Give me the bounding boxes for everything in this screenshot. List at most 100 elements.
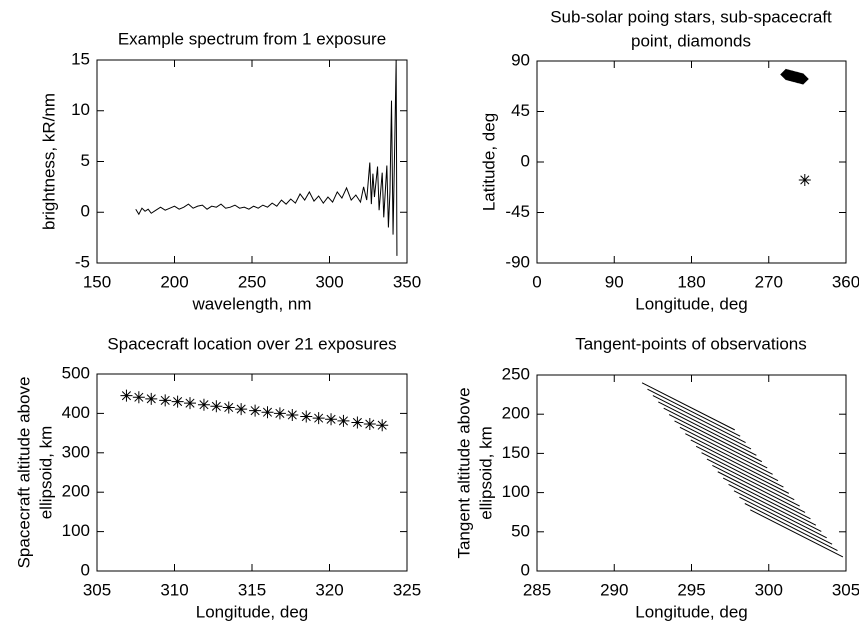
data-line xyxy=(668,414,763,463)
x-tick-label: 290 xyxy=(600,580,628,599)
y-tick-label: 500 xyxy=(62,363,90,382)
y-axis-label: Tangent altitude above xyxy=(454,387,473,558)
chart-title: Sub-solar poing stars, sub-spacecraft xyxy=(550,7,832,26)
marker xyxy=(300,410,313,423)
marker xyxy=(273,407,286,420)
x-axis-label: Longitude, deg xyxy=(635,294,748,313)
y-tick-label: 15 xyxy=(71,49,90,68)
marker xyxy=(798,173,811,186)
chart-title: Tangent-points of observations xyxy=(575,334,807,353)
data-line xyxy=(658,401,752,450)
y-tick-label: -5 xyxy=(75,252,90,271)
x-tick-label: 285 xyxy=(523,580,551,599)
y-axis-label: ellipsoid, km xyxy=(476,426,495,520)
data-line xyxy=(674,420,768,469)
y-tick-label: 10 xyxy=(71,100,90,119)
data-line xyxy=(695,445,790,494)
marker xyxy=(363,418,376,431)
y-tick-label: -90 xyxy=(505,252,530,271)
data-line xyxy=(722,477,817,526)
x-tick-label: 0 xyxy=(532,272,541,291)
data-line xyxy=(135,59,398,256)
x-tick-label: 310 xyxy=(160,580,188,599)
marker xyxy=(376,419,389,432)
data-line xyxy=(701,452,795,501)
x-tick-label: 360 xyxy=(832,272,859,291)
data-line xyxy=(663,407,757,456)
marker xyxy=(797,73,809,85)
y-axis-label: ellipsoid, km xyxy=(36,426,55,520)
data-line xyxy=(744,503,838,551)
data-line xyxy=(690,439,784,488)
marker xyxy=(120,389,133,402)
marker xyxy=(249,404,262,417)
x-tick-label: 315 xyxy=(238,580,266,599)
x-tick-label: 200 xyxy=(160,272,188,291)
chart-title: point, diamonds xyxy=(631,31,751,50)
chart-title: Spacecraft location over 21 exposures xyxy=(107,334,396,353)
data-line xyxy=(717,471,811,520)
panel: Example spectrum from 1 exposure waveleng… xyxy=(39,29,421,313)
data-line xyxy=(679,426,773,475)
data-line xyxy=(728,484,822,532)
data-line xyxy=(733,490,827,539)
marker xyxy=(132,391,145,404)
panel: Sub-solar poing stars, sub-spacecraft poi… xyxy=(479,7,859,313)
marker xyxy=(222,401,235,414)
marker xyxy=(261,406,274,419)
marker xyxy=(235,403,248,416)
x-tick-label: 270 xyxy=(755,272,783,291)
y-tick-label: -45 xyxy=(505,202,530,221)
y-tick-label: 90 xyxy=(511,50,530,69)
x-axis-label: Longitude, deg xyxy=(635,602,748,621)
y-tick-label: 5 xyxy=(81,151,90,170)
marker xyxy=(286,408,299,421)
x-tick-label: 300 xyxy=(755,580,783,599)
marker xyxy=(210,400,223,413)
data-line xyxy=(641,382,735,431)
y-tick-label: 0 xyxy=(521,560,530,579)
data-line xyxy=(647,388,741,437)
plot-frame xyxy=(536,60,847,264)
data-line xyxy=(652,395,746,444)
y-tick-label: 0 xyxy=(521,151,530,170)
plot-frame xyxy=(96,373,408,572)
x-tick-label: 305 xyxy=(832,580,859,599)
x-tick-label: 150 xyxy=(83,272,111,291)
marker xyxy=(325,413,338,426)
y-tick-label: 0 xyxy=(81,202,90,221)
y-tick-label: 200 xyxy=(502,404,530,423)
panel: Tangent-points of observations Longitude,… xyxy=(454,334,859,621)
data-line xyxy=(739,496,833,545)
marker xyxy=(197,398,210,411)
data-line xyxy=(706,458,800,507)
y-axis-label: brightness, kR/nm xyxy=(39,93,58,230)
marker xyxy=(312,412,325,425)
marker xyxy=(184,397,196,410)
x-tick-label: 300 xyxy=(315,272,343,291)
x-tick-label: 180 xyxy=(677,272,705,291)
data-line xyxy=(749,509,844,558)
plot-frame xyxy=(536,374,847,572)
data-line xyxy=(712,464,806,513)
plot-frame xyxy=(96,59,408,264)
marker xyxy=(337,414,350,427)
y-tick-label: 200 xyxy=(62,482,90,501)
y-tick-label: 45 xyxy=(511,101,530,120)
y-tick-label: 100 xyxy=(62,521,90,540)
y-tick-label: 300 xyxy=(62,442,90,461)
chart-title: Example spectrum from 1 exposure xyxy=(118,29,386,48)
x-tick-label: 320 xyxy=(315,580,343,599)
x-axis-label: wavelength, nm xyxy=(191,294,311,313)
marker xyxy=(171,395,184,408)
panel: Spacecraft location over 21 exposures Lon… xyxy=(14,334,421,621)
y-tick-label: 100 xyxy=(502,482,530,501)
x-tick-label: 350 xyxy=(393,272,421,291)
x-tick-label: 295 xyxy=(677,580,705,599)
y-tick-label: 50 xyxy=(511,521,530,540)
data-line xyxy=(685,433,779,482)
y-tick-label: 0 xyxy=(81,560,90,579)
x-tick-label: 325 xyxy=(393,580,421,599)
